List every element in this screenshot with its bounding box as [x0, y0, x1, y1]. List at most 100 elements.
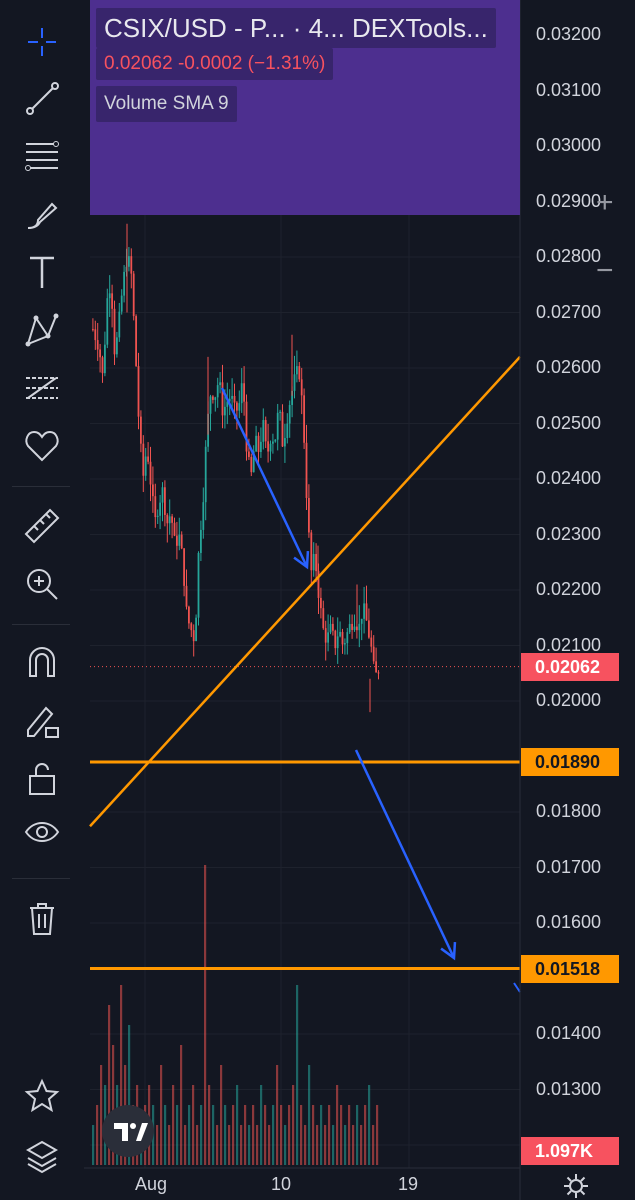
volume-bar — [312, 1105, 315, 1165]
volume-bar — [112, 1045, 115, 1165]
candle-body — [195, 617, 197, 642]
price-axis-label: 0.02000 — [536, 690, 602, 710]
candle-body — [214, 397, 217, 400]
candle-body — [255, 435, 257, 452]
volume-bar — [160, 1065, 163, 1165]
eye-icon[interactable] — [14, 812, 70, 856]
candle-body — [260, 441, 262, 452]
zoom-plus-button[interactable]: + — [596, 186, 614, 219]
candle-body — [315, 554, 317, 572]
candle-body — [245, 401, 248, 452]
candle-body — [264, 420, 267, 442]
volume-bar — [172, 1085, 175, 1165]
candle-body — [274, 439, 277, 442]
zoom-in-icon[interactable] — [14, 562, 70, 606]
volume-bar — [372, 1125, 375, 1165]
crosshair-icon[interactable] — [14, 20, 70, 64]
candle-body — [204, 446, 207, 503]
candle-body — [353, 626, 356, 630]
zoom-minus-button[interactable]: − — [596, 254, 614, 287]
candle-body — [363, 603, 365, 619]
trash-icon[interactable] — [14, 896, 70, 940]
volume-bar — [320, 1105, 323, 1165]
volume-bar — [272, 1105, 275, 1165]
candle-body — [226, 401, 229, 407]
price-tag: 0.02062 — [521, 652, 619, 681]
magnet-icon[interactable] — [14, 640, 70, 684]
candle-body — [327, 632, 329, 643]
volume-bar — [292, 1085, 295, 1165]
candle-body — [279, 411, 281, 413]
volume-bar — [224, 1105, 227, 1165]
candle-body — [144, 456, 147, 476]
candle-body — [372, 646, 375, 662]
candle-body — [296, 366, 298, 375]
candle-body — [238, 403, 241, 411]
lock-drawing-icon[interactable] — [14, 698, 70, 742]
prediction-icon[interactable] — [14, 366, 70, 410]
volume-indicator-label[interactable]: Volume SMA 9 — [96, 86, 237, 122]
candle-body — [332, 623, 334, 631]
fib-retracement-icon[interactable] — [14, 134, 70, 178]
volume-bar — [232, 1105, 235, 1165]
candle-body — [269, 443, 272, 452]
star-icon[interactable] — [14, 1074, 70, 1118]
candle-body — [140, 416, 142, 444]
candle-body — [147, 456, 149, 462]
candle-body — [272, 441, 274, 444]
candle-body — [291, 390, 293, 405]
volume-bar — [332, 1125, 335, 1165]
candle-body — [356, 626, 358, 631]
volume-bar — [256, 1125, 259, 1165]
pattern-icon[interactable] — [14, 308, 70, 352]
brush-icon[interactable] — [14, 192, 70, 236]
symbol-title[interactable]: CSIX/USD - P... · 4... DEXTools... — [96, 8, 496, 48]
volume-bar — [348, 1105, 351, 1165]
candle-body — [305, 442, 308, 498]
settings-gear-icon[interactable] — [562, 1172, 590, 1200]
symbol-header[interactable]: CSIX/USD - P... · 4... DEXTools... 0.020… — [90, 0, 520, 215]
unlock-icon[interactable] — [14, 756, 70, 800]
candle-body — [360, 618, 363, 624]
candle-body — [200, 529, 202, 553]
candle-body — [173, 522, 176, 536]
volume-bar — [340, 1105, 343, 1165]
price-axis-label: 0.02400 — [536, 468, 602, 488]
volume-bar — [188, 1105, 191, 1165]
candle-body — [324, 628, 327, 643]
candle-body — [202, 502, 205, 530]
candle-body — [192, 630, 195, 642]
volume-bar — [204, 865, 207, 1165]
price-axis-label: 0.01400 — [536, 1023, 602, 1043]
candle-body — [92, 329, 94, 331]
candle-body — [281, 411, 284, 447]
candle-body — [104, 344, 106, 374]
arrow-drawing — [354, 749, 456, 959]
volume-bar — [308, 1065, 311, 1165]
price-axis-label: 0.01800 — [536, 801, 602, 821]
candle-body — [358, 623, 361, 631]
candle-body — [120, 295, 123, 312]
text-icon[interactable] — [14, 250, 70, 294]
volume-bar — [356, 1105, 359, 1165]
volume-bar — [196, 1125, 199, 1165]
trend-line-icon[interactable] — [14, 76, 70, 120]
candle-body — [149, 461, 152, 485]
volume-bar — [376, 1105, 379, 1165]
candle-body — [351, 623, 353, 630]
price-axis-label: 0.03000 — [536, 135, 602, 155]
candle-body — [224, 406, 226, 416]
candle-body — [116, 337, 118, 355]
price-change: 0.02062 -0.0002 (−1.31%) — [96, 48, 334, 80]
candle-body — [99, 349, 101, 358]
volume-bar — [304, 1125, 307, 1165]
heart-icon[interactable] — [14, 424, 70, 468]
candle-body — [96, 340, 99, 350]
tradingview-logo — [102, 1105, 154, 1157]
ruler-icon[interactable] — [14, 504, 70, 548]
candle-body — [221, 382, 224, 416]
layers-icon[interactable] — [14, 1134, 70, 1178]
candle-body — [298, 366, 301, 380]
volume-bar — [176, 1105, 179, 1165]
